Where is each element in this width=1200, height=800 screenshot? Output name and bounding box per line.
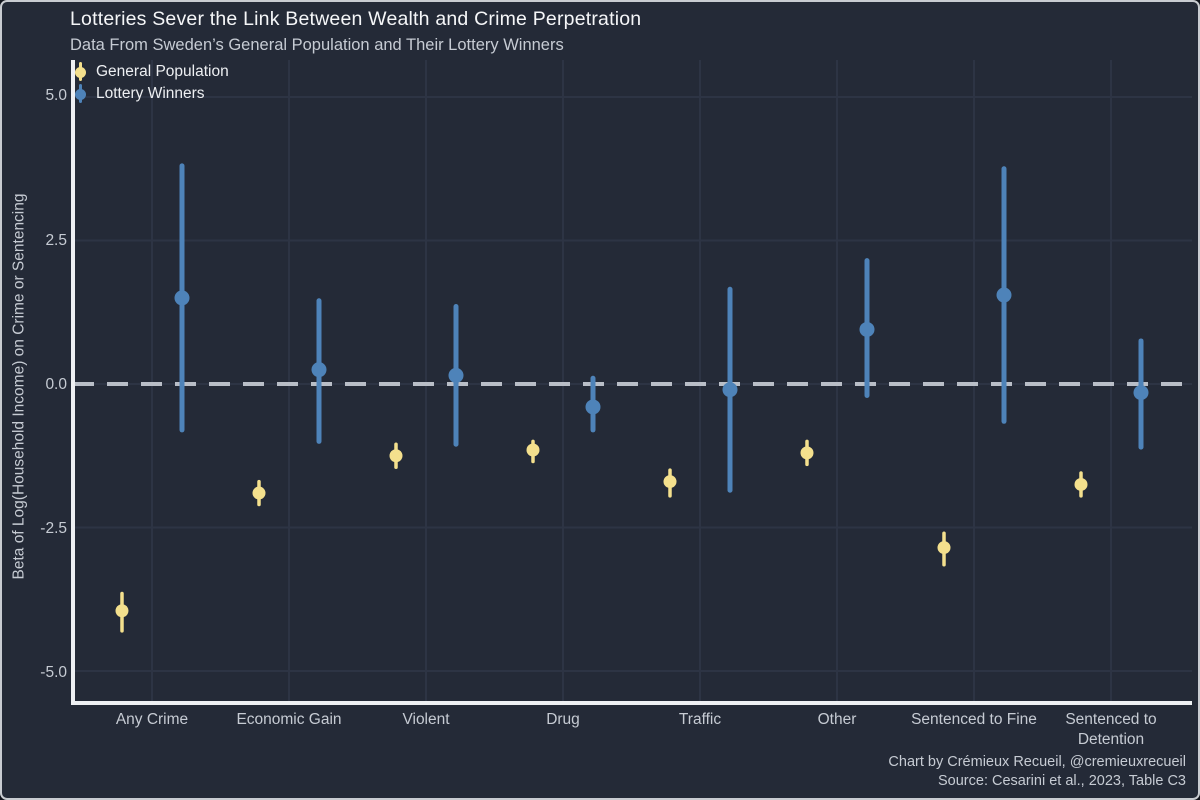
point-general-population-sentenced-to-detention	[1074, 477, 1088, 491]
x-tick-label: Traffic	[678, 711, 722, 728]
pointrange-glyph-icon	[74, 83, 87, 104]
point-lottery-winners-economic-gain	[311, 362, 327, 378]
point-general-population-any-crime	[115, 604, 129, 618]
legend-item-general-population: General Population	[74, 61, 229, 82]
point-general-population-other	[800, 446, 814, 460]
point-lottery-winners-sentenced-to-fine	[996, 287, 1012, 303]
x-tick-label: Violent	[402, 711, 450, 728]
point-lottery-winners-any-crime	[174, 290, 190, 306]
point-general-population-drug	[526, 443, 540, 457]
caption-author: Chart by Crémieux Recueil, @cremieuxrecu…	[888, 754, 1186, 770]
legend-item-lottery-winners: Lottery Winners	[74, 83, 229, 104]
point-general-population-traffic	[663, 475, 677, 489]
x-tick-label: Other	[817, 711, 857, 728]
y-tick-label: -5.0	[40, 664, 67, 681]
point-general-population-economic-gain	[252, 486, 266, 500]
x-tick-label: Sentenced to Fine	[911, 711, 1037, 728]
y-tick-label: 5.0	[45, 87, 67, 104]
point-lottery-winners-sentenced-to-detention	[1133, 385, 1149, 401]
legend-label-lottery-winners: Lottery Winners	[96, 84, 205, 102]
point-general-population-violent	[389, 449, 403, 463]
chart-title: Lotteries Sever the Link Between Wealth …	[70, 8, 642, 30]
y-tick-label: 2.5	[45, 232, 67, 249]
point-lottery-winners-violent	[448, 367, 464, 383]
point-lottery-winners-drug	[585, 399, 601, 415]
x-tick-label: Drug	[546, 711, 580, 728]
x-tick-label: Economic Gain	[236, 711, 342, 728]
pointrange-glyph-icon	[74, 61, 87, 82]
caption-source: Source: Cesarini et al., 2023, Table C3	[938, 772, 1186, 789]
legend: General Population Lottery Winners	[74, 61, 229, 104]
chart-subtitle: Data From Sweden’s General Population an…	[70, 36, 564, 54]
legend-label-general-population: General Population	[96, 62, 229, 80]
y-tick-label: 0.0	[45, 376, 67, 393]
x-tick-label: Sentenced to Detention	[1065, 711, 1157, 748]
caption: Chart by Crémieux Recueil, @cremieuxrecu…	[888, 753, 1186, 790]
point-lottery-winners-traffic	[722, 382, 738, 398]
y-tick-label: -2.5	[40, 520, 67, 537]
point-lottery-winners-other	[859, 321, 875, 337]
point-general-population-sentenced-to-fine	[937, 541, 951, 555]
x-tick-label: Any Crime	[115, 711, 189, 728]
